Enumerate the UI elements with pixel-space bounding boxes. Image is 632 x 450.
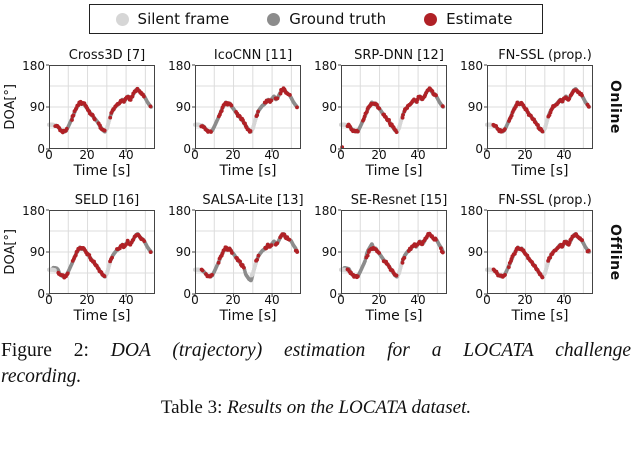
subplot-salsa-lite: SALSA-Lite [13] 180 90 0 0 20 40 Time [s… (165, 192, 311, 326)
figure-caption-body-line2: recording. (1, 366, 82, 387)
table-caption-prefix: Table 3: (160, 397, 223, 418)
subplot-srp-dnn: SRP-DNN [12] 180 90 0 0 20 40 Time [s] (311, 47, 457, 181)
x-axis-ticks: 0 20 40 (337, 293, 426, 307)
subplot-fn-ssl-online: FN-SSL (prop.) 180 90 0 0 20 40 Time [s] (457, 47, 603, 181)
subplot-icocnn: IcoCNN [11] 180 90 0 0 20 40 Time [s] (165, 47, 311, 181)
y-axis-label: DOA[°] (3, 229, 18, 275)
row-label-offline: Offline (607, 223, 623, 281)
subplot-title: FN-SSL (prop.) (498, 193, 592, 208)
figure-2-plots: DOA[°] Cross3D [7] 180 90 0 0 20 40 Time… (0, 47, 632, 326)
legend-label: Estimate (446, 10, 513, 28)
subplot-title: SRP-DNN [12] (354, 48, 444, 63)
x-axis-ticks: 0 20 40 (45, 293, 134, 307)
silent-frame-dot-icon (115, 12, 129, 26)
x-axis-label: Time [s] (73, 308, 131, 324)
x-axis-label: Time [s] (219, 163, 277, 179)
x-axis-label: Time [s] (511, 308, 569, 324)
legend-item-ground-truth: Ground truth (267, 10, 386, 28)
legend-label: Ground truth (289, 10, 387, 28)
y-axis-ticks: 180 90 0 (22, 204, 45, 301)
x-axis-ticks: 0 20 40 (337, 148, 426, 162)
x-axis-label: Time [s] (365, 308, 423, 324)
doa-trajectory-plot (46, 209, 155, 297)
subplot-title: IcoCNN [11] (213, 48, 293, 63)
y-axis-ticks: 180 90 0 (460, 204, 483, 301)
doa-trajectory-plot (338, 64, 447, 152)
legend-label: Silent frame (137, 10, 230, 28)
doa-trajectory-plot (484, 209, 593, 297)
x-axis-ticks: 0 20 40 (45, 148, 134, 162)
y-axis-ticks: 180 90 0 (168, 204, 191, 301)
x-axis-label: Time [s] (365, 163, 423, 179)
row-label-online: Online (607, 80, 623, 134)
figure-caption-prefix: Figure 2: (1, 340, 89, 361)
subplot-se-resnet: SE-Resnet [15] 180 90 0 0 20 40 Time [s] (311, 192, 457, 326)
y-axis-ticks: 180 90 0 (168, 59, 191, 156)
doa-trajectory-plot (338, 209, 447, 297)
y-axis-label: DOA[°] (3, 84, 18, 130)
x-axis-label: Time [s] (219, 308, 277, 324)
ground-truth-dot-icon (267, 12, 281, 26)
subplot-title: SE-Resnet [15] (350, 193, 448, 208)
doa-trajectory-plot (192, 209, 301, 297)
subplot-fn-ssl-offline: FN-SSL (prop.) 180 90 0 0 20 40 Time [s] (457, 192, 603, 326)
x-axis-label: Time [s] (511, 163, 569, 179)
doa-trajectory-plot (484, 64, 593, 152)
figure-caption: Figure 2: DOA (trajectory) estimation fo… (1, 338, 631, 390)
table-caption-body: Results on the LOCATA dataset. (227, 397, 472, 418)
doa-trajectory-plot (192, 64, 301, 152)
subplot-title: Cross3D [7] (68, 48, 146, 63)
x-axis-ticks: 0 20 40 (191, 148, 280, 162)
x-axis-ticks: 0 20 40 (191, 293, 280, 307)
doa-trajectory-plot (46, 64, 155, 152)
figure-row-online: DOA[°] Cross3D [7] 180 90 0 0 20 40 Time… (2, 47, 632, 181)
x-axis-ticks: 0 20 40 (483, 148, 572, 162)
y-axis-ticks: 180 90 0 (460, 59, 483, 156)
estimate-dot-icon (424, 12, 438, 26)
figure-row-offline: DOA[°] SELD [16] 180 90 0 0 20 40 Time [… (2, 192, 632, 326)
legend-item-estimate: Estimate (424, 10, 512, 28)
subplot-cross3d: Cross3D [7] 180 90 0 0 20 40 Time [s] (19, 47, 165, 181)
subplot-title: SELD [16] (74, 193, 140, 208)
y-axis-ticks: 180 90 0 (314, 59, 337, 156)
x-axis-label: Time [s] (73, 163, 131, 179)
figure-caption-body: DOA (trajectory) estimation for a LOCATA… (110, 340, 631, 361)
legend-item-silent-frame: Silent frame (115, 10, 230, 28)
legend-box: Silent frame Ground truth Estimate (88, 4, 544, 34)
y-axis-ticks: 180 90 0 (22, 59, 45, 156)
x-axis-ticks: 0 20 40 (483, 293, 572, 307)
subplot-seld: SELD [16] 180 90 0 0 20 40 Time [s] (19, 192, 165, 326)
subplot-title: FN-SSL (prop.) (498, 48, 592, 63)
table-caption: Table 3: Results on the LOCATA dataset. (0, 397, 632, 419)
y-axis-ticks: 180 90 0 (314, 204, 337, 301)
subplot-title: SALSA-Lite [13] (202, 193, 304, 208)
